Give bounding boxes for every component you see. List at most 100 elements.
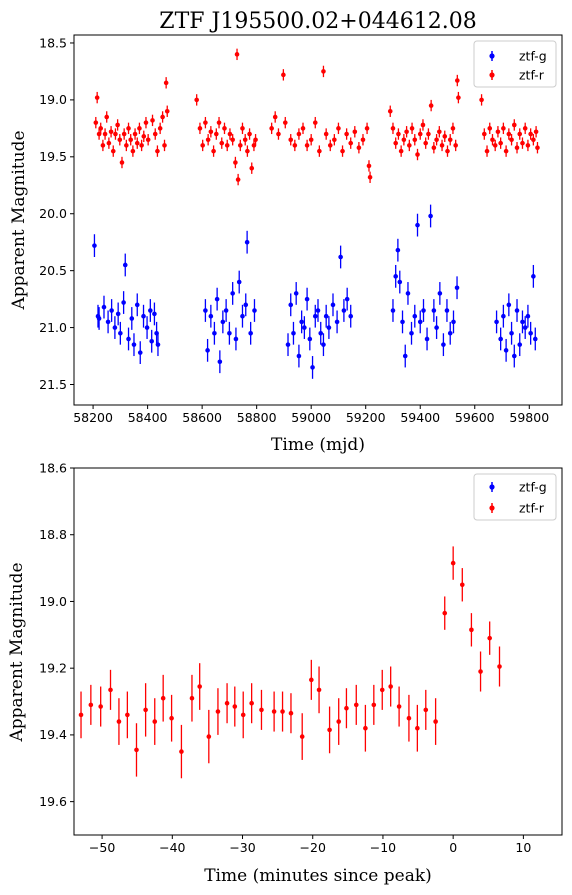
- data-point-ztf-r: [423, 140, 428, 146]
- data-point-ztf-r: [360, 137, 366, 143]
- data-points: [92, 48, 540, 379]
- data-point-ztf-r: [525, 143, 531, 148]
- data-point-ztf-g: [323, 313, 329, 319]
- data-point-ztf-r: [157, 126, 163, 131]
- data-point-ztf-g: [118, 330, 123, 336]
- data-point-ztf-r: [245, 148, 250, 154]
- data-point-ztf-r: [206, 734, 212, 739]
- data-point-ztf-r: [415, 152, 420, 157]
- data-point-ztf-r: [336, 126, 341, 131]
- data-point-ztf-r: [134, 747, 139, 753]
- data-point-ztf-g: [208, 313, 214, 319]
- data-point-ztf-r: [501, 126, 506, 131]
- data-point-ztf-r: [88, 702, 94, 708]
- data-point-ztf-r: [398, 148, 404, 154]
- y-tick-label: 19.5: [39, 149, 67, 164]
- data-point-ztf-g: [451, 319, 456, 325]
- data-point-ztf-g: [96, 316, 102, 321]
- data-point-ztf-r: [238, 143, 243, 148]
- data-point-ztf-r: [139, 143, 144, 148]
- data-point-ztf-r: [108, 129, 114, 135]
- data-point-ztf-g: [434, 325, 439, 330]
- data-point-ztf-r: [132, 131, 138, 137]
- data-point-ztf-r: [332, 137, 337, 143]
- data-point-ztf-r: [367, 175, 373, 180]
- axis-ticks: 58200 58400 58600 58800 59000 59200 59400 59600…: [39, 35, 549, 425]
- peak-zoom-chart: Time (minutes since peak) Apparent Magni…: [7, 460, 563, 886]
- data-point-ztf-g: [520, 319, 525, 325]
- data-point-ztf-r: [431, 145, 437, 151]
- legend: ztf-g ztf-r: [473, 473, 557, 521]
- data-point-ztf-r: [115, 122, 120, 128]
- data-point-ztf-g: [522, 325, 528, 330]
- data-point-ztf-g: [205, 348, 210, 353]
- data-point-ztf-g: [503, 348, 509, 353]
- legend: ztf-g ztf-r: [473, 40, 557, 88]
- data-point-ztf-g: [334, 319, 340, 325]
- data-point-ztf-g: [109, 308, 114, 313]
- data-point-ztf-r: [137, 126, 142, 131]
- data-point-ztf-r: [353, 702, 359, 708]
- data-point-ztf-r: [487, 635, 492, 641]
- data-point-ztf-r: [169, 715, 174, 721]
- data-point-ztf-r: [433, 719, 438, 724]
- y-tick-label: 21.5: [39, 377, 67, 392]
- data-point-ztf-r: [379, 687, 385, 693]
- data-point-ztf-r: [106, 140, 112, 146]
- data-point-ztf-g: [244, 239, 250, 245]
- light-curve-chart: ZTF J195500.02+044612.08 Time (mjd) Appa…: [9, 9, 563, 455]
- data-point-ztf-r: [160, 114, 165, 120]
- data-point-ztf-r: [233, 160, 238, 165]
- data-point-ztf-r: [253, 137, 258, 143]
- data-point-ztf-r: [235, 177, 241, 182]
- data-point-ztf-r: [482, 131, 487, 137]
- x-tick-label: 59400: [400, 410, 440, 425]
- data-point-ztf-g: [220, 319, 226, 325]
- y-tick-label: 18.5: [39, 35, 67, 50]
- y-axis-label: Apparent Magnitude: [9, 130, 29, 310]
- data-point-ztf-g: [444, 308, 450, 313]
- data-point-ztf-g: [243, 302, 249, 308]
- data-point-ztf-g: [212, 330, 217, 336]
- data-point-ztf-r: [125, 712, 130, 718]
- data-point-ztf-r: [121, 131, 127, 137]
- data-point-ztf-g: [203, 308, 208, 313]
- data-point-ztf-g: [441, 342, 446, 347]
- data-point-ztf-r: [224, 700, 230, 706]
- data-point-ztf-r: [110, 148, 116, 154]
- data-point-ztf-r: [224, 143, 230, 148]
- data-point-ztf-r: [200, 143, 205, 148]
- x-tick-label: 58400: [128, 410, 168, 425]
- data-point-ztf-g: [390, 308, 396, 313]
- data-point-ztf-g: [293, 291, 299, 296]
- data-point-ztf-g: [511, 353, 517, 359]
- data-point-ztf-r: [205, 137, 211, 143]
- data-point-ztf-r: [498, 140, 503, 146]
- x-tick-label: 58200: [73, 410, 113, 425]
- data-point-ztf-g: [137, 350, 143, 355]
- x-tick-label: 59600: [455, 410, 495, 425]
- data-point-ztf-r: [336, 719, 342, 724]
- data-point-ztf-r: [163, 80, 169, 86]
- data-point-ztf-r: [93, 120, 99, 125]
- data-point-ztf-r: [511, 122, 517, 128]
- data-point-ztf-g: [240, 313, 245, 319]
- data-point-ztf-r: [439, 143, 445, 148]
- data-point-ztf-r: [308, 137, 314, 143]
- legend-ztf-g-label: ztf-g: [519, 49, 547, 64]
- data-points: [78, 546, 502, 779]
- data-point-ztf-g: [148, 308, 153, 313]
- data-point-ztf-r: [478, 669, 483, 674]
- data-point-ztf-r: [78, 712, 84, 718]
- data-point-ztf-r: [364, 126, 370, 131]
- data-point-ztf-r: [194, 97, 199, 103]
- data-point-ztf-g: [315, 308, 321, 313]
- data-point-ztf-r: [312, 120, 318, 125]
- x-tick-label: 0: [449, 840, 457, 855]
- data-point-ztf-g: [348, 313, 354, 319]
- legend-ztf-r-dot: [489, 505, 495, 511]
- data-point-ztf-r: [535, 145, 540, 151]
- data-point-ztf-r: [415, 725, 420, 731]
- data-point-ztf-g: [312, 313, 318, 319]
- data-point-ztf-g: [501, 313, 506, 319]
